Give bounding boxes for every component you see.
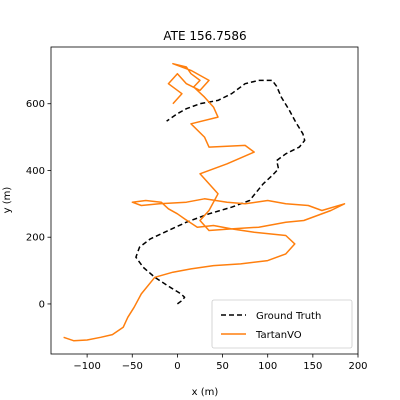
- plot-area: [63, 62, 346, 342]
- series-line-0: [135, 79, 306, 305]
- y-tick-label: 400: [26, 166, 45, 177]
- x-tick-label: 150: [303, 361, 322, 372]
- y-tick-label: 0: [39, 299, 45, 310]
- x-tick-label: 0: [174, 361, 180, 372]
- x-tick-label: −50: [122, 361, 143, 372]
- y-tick-label: 600: [26, 99, 45, 110]
- y-axis: 0 200 400 600: [26, 99, 51, 310]
- x-axis: −100 −50 0 50 100 150 200: [73, 354, 368, 372]
- legend-label-tartanvo: TartanVO: [255, 330, 302, 341]
- legend: Ground Truth TartanVO: [211, 299, 353, 349]
- series-line-1: [63, 62, 346, 342]
- x-tick-label: 50: [216, 361, 229, 372]
- x-tick-label: 100: [258, 361, 277, 372]
- plot-frame: [50, 46, 359, 355]
- y-axis-label: y (m): [2, 187, 13, 214]
- chart-title: ATE 156.7586: [163, 29, 246, 43]
- legend-box: [211, 299, 353, 349]
- y-tick-label: 200: [26, 233, 45, 244]
- x-axis-label: x (m): [192, 387, 219, 398]
- legend-label-ground-truth: Ground Truth: [256, 311, 321, 322]
- x-tick-label: 200: [348, 361, 367, 372]
- x-tick-label: −100: [73, 361, 100, 372]
